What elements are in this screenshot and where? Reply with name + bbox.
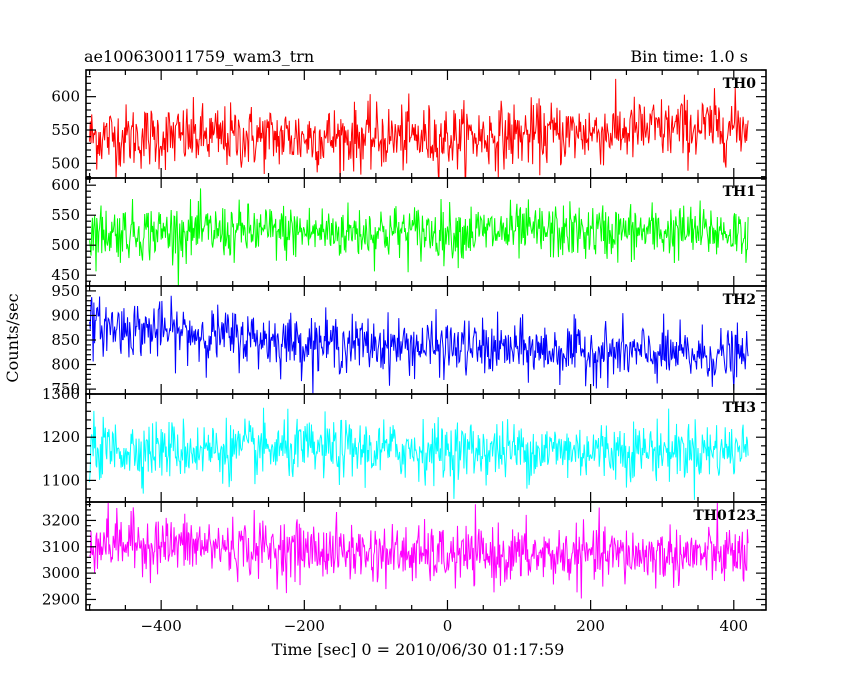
x-tick-label: 400 bbox=[719, 617, 748, 635]
x-axis-title: Time [sec] 0 = 2010/06/30 01:17:59 bbox=[272, 640, 565, 659]
panels-group: 500 550 600 TH0 450 500 550 600 TH1 750 800 850 900 9… bbox=[42, 69, 767, 611]
panel-label: TH0 bbox=[723, 76, 757, 92]
x-axis: −400 −200 0 200 400 bbox=[141, 617, 749, 635]
y-tick-label: 3000 bbox=[42, 564, 80, 582]
panel-frame bbox=[85, 69, 767, 179]
x-tick-label: 200 bbox=[576, 617, 605, 635]
panel-label: TH3 bbox=[723, 400, 756, 416]
y-tick-label: 750 bbox=[51, 380, 80, 398]
series-line-th0 bbox=[89, 78, 749, 178]
panel-th2: 750 800 850 900 950 TH2 bbox=[51, 282, 767, 398]
y-tick-label: 800 bbox=[51, 356, 80, 374]
y-tick-label: 600 bbox=[51, 88, 80, 106]
panel-th0: 500 550 600 TH0 bbox=[51, 69, 767, 179]
y-tick-label: 500 bbox=[51, 154, 80, 172]
y-tick-label: 600 bbox=[51, 176, 80, 194]
y-axis-title: Counts/sec bbox=[3, 293, 22, 382]
y-tick-label: 1200 bbox=[42, 428, 80, 446]
series-line-th2 bbox=[89, 295, 749, 394]
y-tick-label: 450 bbox=[51, 266, 80, 284]
panel-label: TH1 bbox=[723, 184, 756, 200]
y-tick-label: 550 bbox=[51, 121, 80, 139]
x-tick-label: −200 bbox=[284, 617, 325, 635]
y-tick-label: 1300 bbox=[42, 385, 80, 403]
panel-th1: 450 500 550 600 TH1 bbox=[51, 176, 767, 287]
series-line-th3 bbox=[89, 407, 749, 500]
y-tick-label: 500 bbox=[51, 236, 80, 254]
x-tick-label: −400 bbox=[141, 617, 182, 635]
plot-title: ae100630011759_wam3_trn bbox=[84, 47, 314, 66]
panel-th0123: 2900 3000 3100 3200 TH0123 bbox=[42, 501, 767, 611]
y-tick-label: 900 bbox=[51, 306, 80, 324]
y-tick-label: 850 bbox=[51, 331, 80, 349]
y-tick-label: 550 bbox=[51, 206, 80, 224]
y-tick-label: 3200 bbox=[42, 511, 80, 529]
x-tick-label: 0 bbox=[443, 617, 453, 635]
series-line-th0123 bbox=[89, 502, 749, 599]
panel-label: TH0123 bbox=[693, 508, 756, 524]
y-tick-label: 2900 bbox=[42, 590, 80, 608]
panel-label: TH2 bbox=[723, 292, 756, 308]
series-line-th1 bbox=[89, 188, 749, 286]
panel-th3: 1100 1200 1300 TH3 bbox=[42, 385, 767, 503]
bin-time-label: Bin time: 1.0 s bbox=[630, 47, 748, 66]
y-tick-label: 950 bbox=[51, 282, 80, 300]
panel-frame bbox=[85, 501, 767, 611]
y-tick-label: 1100 bbox=[42, 471, 80, 489]
y-tick-label: 3100 bbox=[42, 538, 80, 556]
